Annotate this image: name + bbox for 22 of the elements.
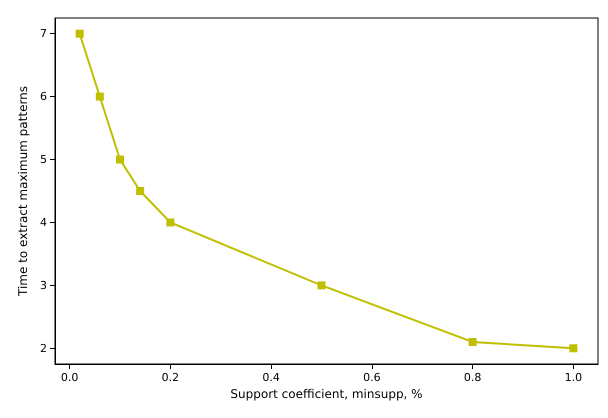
y-tick-label: 4	[40, 216, 47, 229]
y-tick-label: 2	[40, 342, 47, 355]
y-tick-label: 6	[40, 90, 47, 104]
y-tick-label: 7	[40, 27, 47, 40]
point	[569, 344, 578, 352]
point	[166, 218, 174, 226]
point	[136, 187, 144, 195]
point	[76, 30, 84, 38]
x-tick-label: 1.0	[564, 371, 582, 384]
y-tick-label: 3	[40, 278, 47, 292]
x-tick-label: 0.0	[60, 371, 78, 384]
point	[116, 156, 124, 164]
point	[468, 338, 477, 346]
x-tick-label: 0.2	[162, 371, 180, 384]
y-tick-label: 5	[40, 153, 47, 166]
x-tick-label: 0.6	[363, 371, 381, 384]
point	[317, 281, 326, 290]
x-tick-label: 0.4	[262, 371, 280, 384]
y-axis-title: Time to extract maximum patterns	[16, 86, 30, 298]
point	[96, 92, 104, 101]
x-axis-title: Support coefficient, minsupp, %	[230, 387, 423, 401]
x-tick-label: 0.8	[464, 371, 482, 384]
